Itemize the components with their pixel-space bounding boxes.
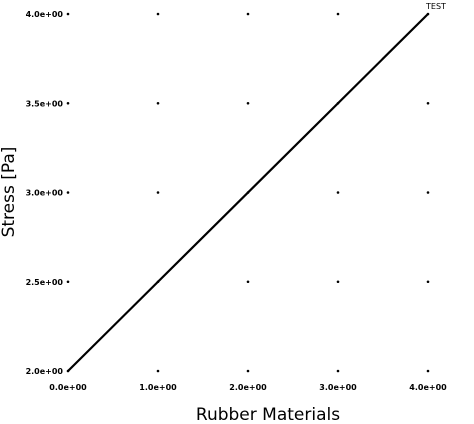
x-tick-label: 4.0e+00 bbox=[409, 383, 447, 392]
grid-dot bbox=[246, 280, 250, 284]
y-tick-label: 3.0e+00 bbox=[26, 189, 64, 198]
grid-dot bbox=[336, 369, 340, 373]
x-tick-label: 3.0e+00 bbox=[319, 383, 357, 392]
grid-dot bbox=[246, 12, 250, 16]
grid-dot bbox=[66, 12, 70, 16]
grid-dot bbox=[156, 101, 160, 105]
x-tick-label: 0.0e+00 bbox=[49, 383, 87, 392]
grid-dot bbox=[156, 12, 160, 16]
y-axis-title: Stress [Pa] bbox=[0, 147, 19, 238]
y-tick-label: 2.5e+00 bbox=[26, 278, 64, 287]
series-layer: TEST bbox=[67, 2, 446, 372]
grid-dot bbox=[426, 280, 430, 284]
grid-dot bbox=[156, 369, 160, 373]
grid-dot bbox=[336, 280, 340, 284]
x-tick-label: 1.0e+00 bbox=[139, 383, 177, 392]
series-label: TEST bbox=[425, 2, 446, 11]
x-axis-title: Rubber Materials bbox=[196, 405, 340, 424]
grid-dot bbox=[246, 369, 250, 373]
grid-dot bbox=[336, 12, 340, 16]
grid-dot bbox=[66, 101, 70, 105]
x-tick-labels: 0.0e+00 1.0e+00 2.0e+00 3.0e+00 4.0e+00 bbox=[49, 383, 447, 392]
y-tick-label: 4.0e+00 bbox=[26, 10, 64, 19]
grid-dot bbox=[336, 191, 340, 194]
x-tick-label: 2.0e+00 bbox=[229, 383, 267, 392]
grid-dot bbox=[426, 369, 430, 373]
series-line bbox=[67, 13, 429, 372]
grid-dot bbox=[156, 191, 160, 194]
grid-dot bbox=[246, 101, 250, 105]
y-tick-label: 2.0e+00 bbox=[26, 367, 64, 376]
y-tick-labels: 2.0e+00 2.5e+00 3.0e+00 3.5e+00 4.0e+00 bbox=[26, 10, 64, 376]
grid-dot bbox=[66, 280, 70, 284]
grid-dot bbox=[426, 101, 430, 105]
y-tick-label: 3.5e+00 bbox=[26, 99, 64, 108]
grid-dot bbox=[66, 191, 70, 194]
grid-dot bbox=[426, 191, 430, 194]
